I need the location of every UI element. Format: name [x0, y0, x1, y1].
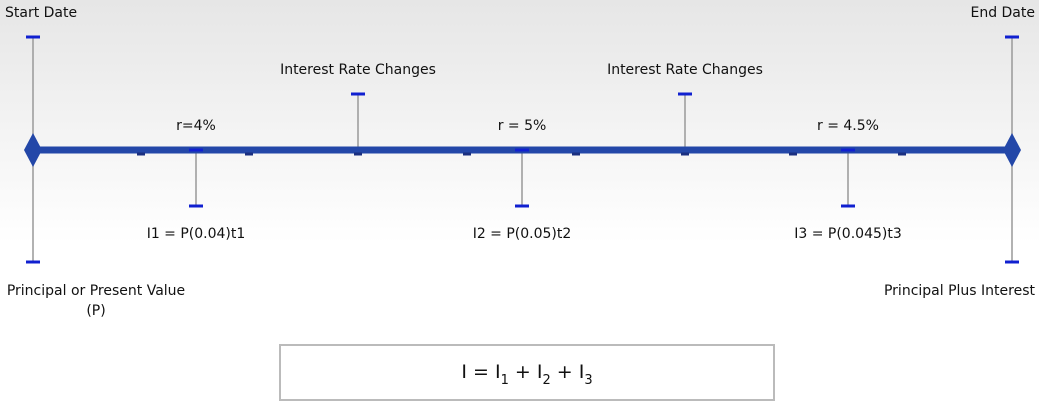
interest-label: I2 = P(0.05)t2 [473, 226, 572, 242]
formula-box [279, 344, 775, 401]
rate-change-label: Interest Rate Changes [607, 62, 763, 78]
formula-sub: 2 [542, 373, 550, 388]
interest-label: I1 = P(0.04)t1 [147, 226, 246, 242]
start-label: Start Date [5, 5, 77, 21]
formula-sub: 3 [584, 373, 592, 388]
rate-label: r=4% [176, 118, 216, 134]
formula-part: + I [509, 361, 543, 383]
start-diamond [24, 133, 42, 167]
formula-part: I = I [461, 361, 500, 383]
rate-label: r = 5% [498, 118, 547, 134]
interest-label: I3 = P(0.045)t3 [794, 226, 902, 242]
start-bottom-label: (P) [86, 303, 105, 319]
rate-change-label: Interest Rate Changes [280, 62, 436, 78]
end-bottom-label: Principal Plus Interest [884, 283, 1036, 299]
rate-label: r = 4.5% [817, 118, 879, 134]
formula-part: + I [551, 361, 585, 383]
end-label: End Date [970, 5, 1035, 21]
end-diamond [1003, 133, 1021, 167]
formula-sub: 1 [501, 373, 509, 388]
timeline-ticks [137, 148, 906, 156]
formula: I = I1 + I2 + I3 [461, 361, 592, 388]
start-bottom-label: Principal or Present Value [7, 283, 185, 299]
